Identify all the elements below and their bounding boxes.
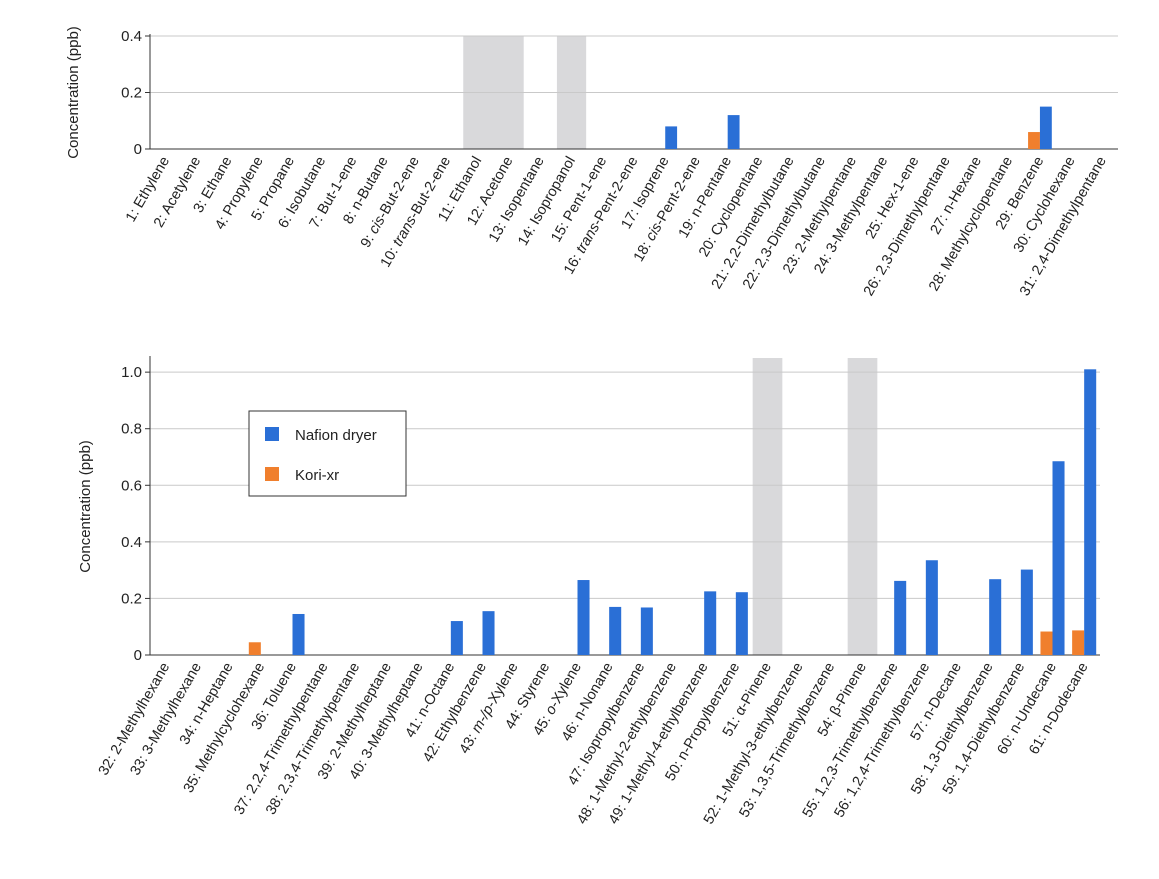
bar-nafion <box>989 579 1002 655</box>
legend: Nafion dryer Kori-xr <box>248 410 407 497</box>
y-tick-label: 0.4 <box>121 28 142 45</box>
bar-kori <box>1028 132 1040 149</box>
y-axis-title: Concentration (ppb) <box>65 26 82 159</box>
bar-nafion <box>727 115 740 149</box>
bar-kori <box>1040 631 1053 655</box>
bar-nafion <box>665 126 678 149</box>
bar-nafion <box>1020 569 1033 655</box>
bar-nafion <box>1039 106 1052 149</box>
legend-swatch-nafion <box>265 427 279 441</box>
bar-nafion <box>450 621 463 655</box>
bar-nafion <box>640 607 653 655</box>
bar-nafion <box>292 613 305 655</box>
bar-nafion <box>894 580 907 655</box>
bar-nafion <box>577 580 590 655</box>
y-tick-label: 0.2 <box>121 590 142 607</box>
bar-nafion <box>482 611 495 655</box>
shaded-region <box>752 358 783 655</box>
legend-box <box>248 410 407 497</box>
legend-label-kori: Kori-xr <box>295 467 339 484</box>
y-axis-title: Concentration (ppb) <box>77 440 94 573</box>
y-tick-label: 0 <box>134 647 142 664</box>
y-tick-label: 1.0 <box>121 364 142 381</box>
bar-kori <box>1072 630 1085 655</box>
bar-nafion <box>735 592 748 655</box>
bar-nafion <box>704 591 717 655</box>
bar-nafion <box>1052 461 1065 655</box>
y-tick-label: 0.2 <box>121 85 142 102</box>
shaded-region <box>847 358 878 655</box>
bar-nafion <box>1084 369 1097 655</box>
legend-swatch-kori <box>265 467 279 481</box>
y-tick-label: 0.8 <box>121 421 142 438</box>
bar-kori <box>248 642 261 655</box>
legend-label-nafion: Nafion dryer <box>295 427 377 444</box>
y-tick-label: 0.6 <box>121 477 142 494</box>
y-tick-label: 0 <box>134 141 142 158</box>
bar-nafion <box>609 606 622 655</box>
y-tick-label: 0.4 <box>121 534 142 551</box>
bar-nafion <box>925 560 938 655</box>
